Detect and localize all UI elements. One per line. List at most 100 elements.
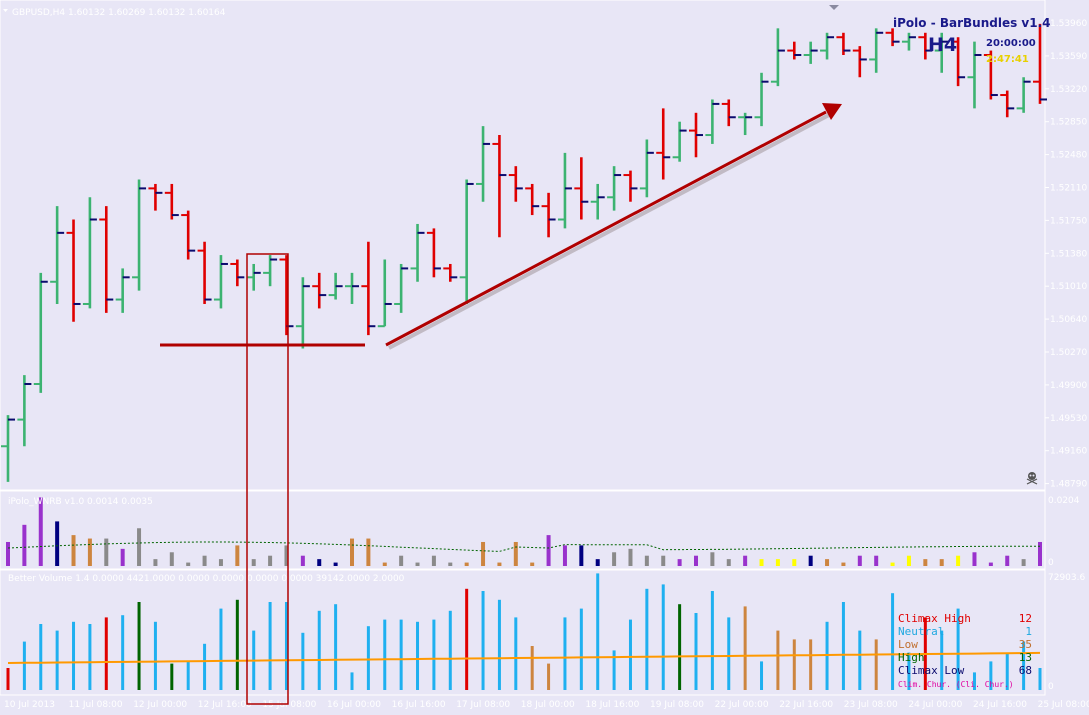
- dropdown-triangle-icon[interactable]: [3, 9, 8, 12]
- wnrb-histogram: [6, 497, 1042, 566]
- volume-bar: [497, 599, 501, 690]
- volume-bar: [628, 619, 632, 690]
- time-tick-label: 22 Jul 16:00: [779, 700, 833, 710]
- price-tick-label: 1.50270: [1050, 348, 1087, 358]
- volume-legend: Climax High 12 Neutral 1 Low 35 High 13 Climax L…: [898, 612, 1032, 677]
- time-tick-label: 12 Jul 00:00: [133, 700, 187, 710]
- wnrb-bar: [874, 555, 879, 566]
- wnrb-bar: [268, 555, 273, 566]
- time-tick-label: 18 Jul 16:00: [585, 700, 639, 710]
- wnrb-bar: [1005, 555, 1010, 566]
- wnrb-bar: [939, 559, 944, 566]
- wnrb-bar: [612, 552, 617, 566]
- wnrb-bar: [382, 562, 387, 566]
- wnrb-bar: [923, 559, 928, 566]
- legend-count: 35: [1019, 638, 1032, 651]
- volume-bar: [153, 621, 157, 690]
- wnrb-bar: [694, 555, 698, 566]
- volume-bar: [760, 661, 764, 690]
- volume-bar: [940, 630, 944, 690]
- wnrb-bar: [841, 562, 846, 566]
- volume-bar: [137, 602, 141, 690]
- volume-bar: [678, 604, 682, 690]
- volume-bar: [72, 621, 76, 690]
- volume-bar: [776, 630, 780, 690]
- time-tick-label: 24 Jul 16:00: [973, 700, 1027, 710]
- legend-label: Neutral: [898, 625, 944, 638]
- time-tick-label: 19 Jul 08:00: [650, 700, 704, 710]
- wnrb-bar: [644, 555, 649, 566]
- time-tick-label: 16 Jul 16:00: [392, 700, 446, 710]
- wnrb-bar: [399, 555, 404, 566]
- volume-bar: [645, 588, 649, 690]
- time-tick-label: 17 Jul 08:00: [456, 700, 510, 710]
- wnrb-bar: [562, 545, 567, 566]
- wnrb-bar: [743, 555, 748, 566]
- volume-bar: [334, 604, 338, 690]
- volume-bar: [350, 672, 354, 690]
- volume-bar: [104, 617, 108, 690]
- wnrb-bar: [775, 559, 780, 566]
- price-bars: [1, 23, 1047, 482]
- time-tick-label: 16 Jul 00:00: [327, 700, 381, 710]
- bar-time: 20:00:00: [986, 38, 1036, 49]
- symbol-info: GBPUSD,H4 1.60132 1.60269 1.60132 1.6016…: [12, 8, 226, 18]
- wnrb-bar: [350, 538, 354, 566]
- main-panel: [0, 0, 1046, 491]
- volume-bar: [317, 610, 321, 690]
- time-tick-label: 15 Jul 08:00: [262, 700, 316, 710]
- wnrb-bar: [202, 555, 207, 566]
- wnrb-bar: [530, 562, 535, 566]
- wnrb-bar: [431, 555, 436, 566]
- volume-bar: [235, 599, 239, 690]
- volume-bar: [792, 639, 796, 690]
- indicator-title: iPolo - BarBundles v1.4: [893, 16, 1050, 30]
- volume-bar: [448, 610, 452, 690]
- wnrb-bar: [825, 559, 830, 566]
- volume-bar: [399, 619, 403, 690]
- volume-bar: [383, 619, 387, 690]
- wnrb-bar: [481, 541, 486, 566]
- price-tick-label: 1.51750: [1050, 216, 1087, 226]
- volume-bar: [563, 617, 567, 690]
- countdown-timer: 2:47:41: [986, 54, 1029, 65]
- volume-bar: [6, 668, 10, 690]
- wnrb-bar: [464, 562, 469, 566]
- volume-bar: [481, 591, 485, 690]
- time-tick-label: 11 Jul 08:00: [69, 700, 123, 710]
- volume-bar: [530, 646, 534, 690]
- volume-bar: [1022, 641, 1026, 690]
- shift-marker-icon[interactable]: [829, 5, 839, 10]
- volume-bar: [858, 630, 862, 690]
- wnrb-bar: [22, 524, 27, 566]
- wnrb-bar: [87, 538, 92, 566]
- volume-bar: [432, 619, 436, 690]
- volume-bar: [301, 632, 305, 690]
- wnrb-panel: [0, 490, 1046, 570]
- volume-bar: [514, 617, 518, 690]
- wnrb-bar: [6, 541, 10, 566]
- legend-count: 1: [1025, 625, 1032, 638]
- wnrb-bar: [300, 555, 305, 566]
- volume-bar: [727, 617, 731, 690]
- volume-panel: [0, 569, 1046, 696]
- volume-bar: [989, 661, 993, 690]
- price-tick-label: 1.52850: [1050, 118, 1087, 128]
- legend-count: 12: [1019, 612, 1032, 625]
- volume-bar: [22, 641, 26, 690]
- wnrb-bar: [792, 559, 797, 566]
- highlight-rectangle: [246, 253, 289, 705]
- time-tick-label: 18 Jul 00:00: [521, 700, 575, 710]
- wnrb-bar: [38, 497, 43, 566]
- wnrb-bar: [988, 562, 993, 566]
- volume-bar: [809, 639, 813, 690]
- wnrb-bar: [710, 552, 715, 566]
- volume-bar: [88, 624, 92, 690]
- price-tick-label: 1.50640: [1050, 315, 1087, 325]
- price-tick-label: 1.52110: [1050, 184, 1087, 194]
- wnrb-bar: [661, 555, 666, 566]
- volume-bar: [1038, 668, 1042, 690]
- wnrb-bar: [857, 555, 862, 566]
- volume-bar: [661, 584, 665, 690]
